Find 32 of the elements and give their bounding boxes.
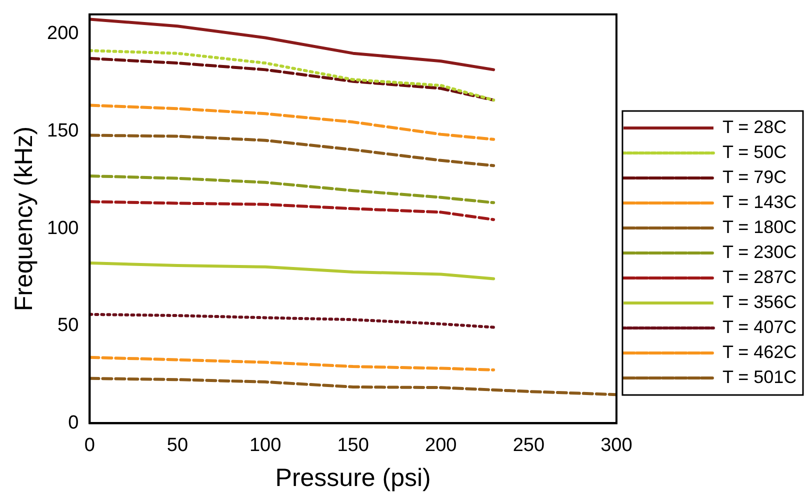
x-tick-label: 100 xyxy=(249,434,282,456)
legend-label: T = 50C xyxy=(722,142,787,162)
x-tick-label: 0 xyxy=(84,434,95,456)
legend-label: T = 28C xyxy=(722,116,787,137)
x-tick-label: 150 xyxy=(337,434,369,456)
y-tick-label: 200 xyxy=(47,23,79,44)
line-series xyxy=(90,200,496,222)
legend-label: T = 501C xyxy=(722,366,797,387)
line-series xyxy=(90,134,496,168)
x-tick-label: 200 xyxy=(425,434,457,456)
x-tick-label: 50 xyxy=(166,434,188,456)
line-series xyxy=(90,174,496,204)
x-tick-label: 250 xyxy=(512,434,545,456)
line-series xyxy=(90,356,496,372)
legend-label: T = 230C xyxy=(722,242,797,262)
x-axis-title: Pressure (psi) xyxy=(275,464,431,492)
legend-label: T = 180C xyxy=(722,216,797,237)
y-tick-label: 50 xyxy=(58,315,79,336)
line-series xyxy=(90,104,496,141)
legend-label: T = 79C xyxy=(722,166,787,187)
y-tick-label: 0 xyxy=(68,412,79,434)
legend-label: T = 356C xyxy=(722,292,797,312)
legend-label: T = 407C xyxy=(722,316,797,337)
y-tick-label: 100 xyxy=(47,218,79,239)
legend-label: T = 462C xyxy=(722,342,797,362)
y-tick-label: 150 xyxy=(47,120,79,142)
line-series xyxy=(90,376,616,396)
line-series xyxy=(90,312,496,329)
legend-label: T = 287C xyxy=(722,266,797,287)
y-axis-title: Frequency (kHz) xyxy=(10,126,38,312)
x-tick-label: 300 xyxy=(600,434,632,456)
legend-label: T = 143C xyxy=(722,192,797,212)
